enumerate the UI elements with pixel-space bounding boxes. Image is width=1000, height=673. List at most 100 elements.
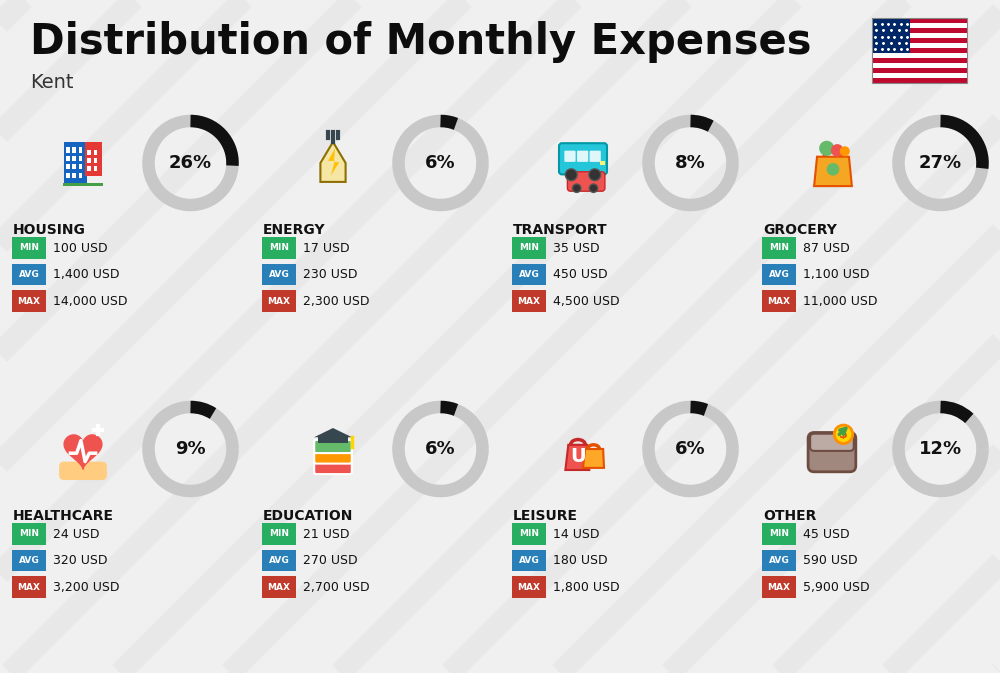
FancyBboxPatch shape	[63, 183, 103, 186]
FancyBboxPatch shape	[512, 550, 546, 571]
Text: 12%: 12%	[919, 440, 962, 458]
Text: OTHER: OTHER	[763, 509, 816, 523]
FancyBboxPatch shape	[262, 523, 296, 544]
FancyBboxPatch shape	[564, 151, 576, 162]
Text: AVG: AVG	[769, 270, 789, 279]
FancyBboxPatch shape	[314, 440, 352, 453]
FancyBboxPatch shape	[12, 238, 46, 258]
Polygon shape	[583, 449, 604, 468]
Polygon shape	[872, 63, 967, 68]
Circle shape	[827, 163, 839, 176]
Text: EDUCATION: EDUCATION	[263, 509, 353, 523]
FancyBboxPatch shape	[262, 576, 296, 598]
FancyBboxPatch shape	[559, 143, 607, 174]
Text: HOUSING: HOUSING	[13, 223, 86, 237]
FancyBboxPatch shape	[318, 435, 348, 443]
Text: 1,400 USD: 1,400 USD	[53, 268, 120, 281]
Text: $: $	[839, 428, 848, 441]
FancyBboxPatch shape	[79, 156, 82, 161]
Text: 2,700 USD: 2,700 USD	[303, 581, 370, 594]
FancyBboxPatch shape	[94, 158, 97, 163]
Polygon shape	[872, 43, 967, 48]
Text: 11,000 USD: 11,000 USD	[803, 295, 878, 308]
FancyBboxPatch shape	[314, 461, 352, 474]
FancyBboxPatch shape	[72, 147, 76, 153]
FancyBboxPatch shape	[512, 523, 546, 544]
FancyBboxPatch shape	[600, 161, 605, 165]
Text: 45 USD: 45 USD	[803, 528, 850, 540]
Text: AVG: AVG	[519, 270, 539, 279]
FancyBboxPatch shape	[262, 290, 296, 312]
Polygon shape	[872, 18, 910, 53]
Text: AVG: AVG	[269, 270, 289, 279]
FancyBboxPatch shape	[314, 450, 352, 464]
Polygon shape	[872, 18, 967, 23]
FancyBboxPatch shape	[262, 264, 296, 285]
Polygon shape	[872, 28, 967, 33]
FancyBboxPatch shape	[762, 576, 796, 598]
Circle shape	[834, 425, 853, 444]
FancyBboxPatch shape	[577, 151, 588, 162]
FancyBboxPatch shape	[94, 166, 97, 172]
Text: GROCERY: GROCERY	[763, 223, 837, 237]
FancyBboxPatch shape	[590, 151, 601, 162]
Text: 5,900 USD: 5,900 USD	[803, 581, 870, 594]
Circle shape	[589, 184, 598, 192]
Text: 27%: 27%	[919, 154, 962, 172]
Text: 320 USD: 320 USD	[53, 554, 108, 567]
Text: HEALTHCARE: HEALTHCARE	[13, 509, 114, 523]
FancyBboxPatch shape	[72, 173, 76, 178]
Text: 230 USD: 230 USD	[303, 268, 358, 281]
Circle shape	[565, 169, 577, 180]
FancyBboxPatch shape	[79, 147, 82, 153]
Text: Distribution of Monthly Expenses: Distribution of Monthly Expenses	[30, 21, 812, 63]
Polygon shape	[814, 157, 852, 186]
Text: AVG: AVG	[519, 556, 539, 565]
Text: 3,200 USD: 3,200 USD	[53, 581, 120, 594]
Text: AVG: AVG	[269, 556, 289, 565]
Text: 35 USD: 35 USD	[553, 242, 600, 254]
FancyBboxPatch shape	[262, 238, 296, 258]
FancyBboxPatch shape	[12, 290, 46, 312]
Text: 270 USD: 270 USD	[303, 554, 358, 567]
Polygon shape	[64, 435, 102, 469]
Text: 24 USD: 24 USD	[53, 528, 100, 540]
Polygon shape	[565, 445, 589, 470]
Text: 21 USD: 21 USD	[303, 528, 350, 540]
Text: MIN: MIN	[769, 244, 789, 252]
FancyBboxPatch shape	[66, 156, 70, 161]
Text: 1,100 USD: 1,100 USD	[803, 268, 869, 281]
FancyBboxPatch shape	[12, 264, 46, 285]
Polygon shape	[314, 428, 352, 437]
Text: 14,000 USD: 14,000 USD	[53, 295, 128, 308]
FancyBboxPatch shape	[762, 523, 796, 544]
Text: 100 USD: 100 USD	[53, 242, 108, 254]
Text: MIN: MIN	[519, 244, 539, 252]
Text: ENERGY: ENERGY	[263, 223, 326, 237]
Text: 590 USD: 590 USD	[803, 554, 858, 567]
Polygon shape	[872, 48, 967, 53]
Text: MAX: MAX	[268, 297, 290, 306]
FancyBboxPatch shape	[512, 238, 546, 258]
Text: MIN: MIN	[19, 244, 39, 252]
Polygon shape	[872, 58, 967, 63]
FancyBboxPatch shape	[512, 264, 546, 285]
Text: MIN: MIN	[269, 244, 289, 252]
FancyBboxPatch shape	[87, 149, 91, 155]
FancyBboxPatch shape	[64, 142, 87, 184]
Polygon shape	[328, 148, 339, 176]
Text: MAX: MAX	[768, 583, 790, 592]
FancyBboxPatch shape	[87, 158, 91, 163]
FancyBboxPatch shape	[762, 550, 796, 571]
Text: 14 USD: 14 USD	[553, 528, 600, 540]
Text: TRANSPORT: TRANSPORT	[513, 223, 608, 237]
Text: 180 USD: 180 USD	[553, 554, 608, 567]
Text: 9%: 9%	[175, 440, 206, 458]
Polygon shape	[872, 33, 967, 38]
FancyBboxPatch shape	[66, 173, 70, 178]
Text: MIN: MIN	[269, 530, 289, 538]
Polygon shape	[872, 78, 967, 83]
FancyBboxPatch shape	[262, 550, 296, 571]
Text: AVG: AVG	[19, 556, 39, 565]
Text: MAX: MAX	[768, 297, 790, 306]
